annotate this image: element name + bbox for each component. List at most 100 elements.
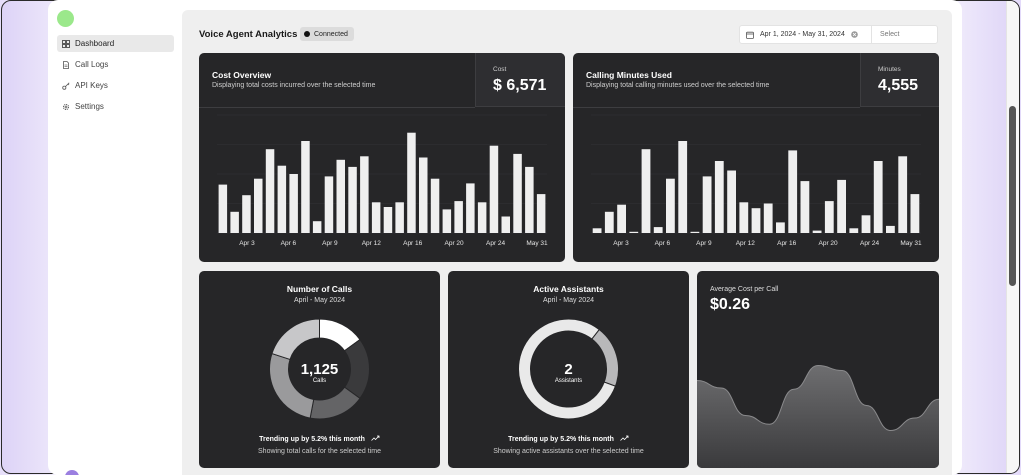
date-range-picker[interactable]: Apr 1, 2024 - May 31, 2024 Select [739, 25, 938, 44]
bar [419, 157, 428, 233]
stat-label: Minutes [878, 66, 901, 73]
trend-text: Trending up by 5.2% this month [448, 435, 689, 443]
gear-icon [62, 103, 70, 111]
area-fill [697, 365, 939, 468]
bar [230, 211, 239, 233]
calling-minutes-card: Calling Minutes Used Displaying total ca… [573, 53, 939, 262]
card-title: Number of Calls [286, 284, 353, 294]
bar [629, 231, 639, 233]
bar [277, 165, 287, 233]
tick-label: May 31 [526, 240, 548, 247]
active-assistants-card: Active Assistants April - May 2024 2 Ass… [448, 271, 689, 468]
key-icon [62, 82, 70, 90]
sidebar-item-label: Dashboard [75, 39, 115, 48]
area-line [697, 365, 939, 432]
tick-label: Apr 20 [819, 240, 839, 247]
scrollbar[interactable] [1009, 106, 1016, 286]
card-period: April - May 2024 [543, 297, 594, 304]
bar [800, 181, 810, 233]
minutes-bar-chart: Apr 3 Apr 6 Apr 9 Apr 12 Apr 16 Apr 20 Apr 24 M… [591, 114, 922, 247]
stat-value: 4,555 [878, 77, 919, 94]
dashboard-icon [62, 39, 70, 48]
donut-center-value: 1,125 [300, 361, 339, 378]
sidebar-item-label: Settings [75, 102, 104, 111]
bar [477, 202, 487, 233]
calls-donut-chart [269, 318, 370, 420]
bar [324, 176, 334, 233]
bar [702, 176, 712, 233]
bar [812, 230, 822, 233]
status-label: Connected [314, 30, 348, 38]
card-title: Average Cost per Call [710, 286, 779, 293]
tick-label: Apr 9 [696, 240, 712, 247]
tick-label: Apr 6 [655, 240, 671, 247]
date-range-button[interactable]: Apr 1, 2024 - May 31, 2024 [740, 26, 872, 43]
bar [525, 166, 534, 233]
bar [824, 201, 834, 233]
bar [489, 145, 499, 233]
cost-stat-box: Cost $ 6,571 [475, 53, 565, 107]
divider [573, 107, 860, 108]
date-range-text: Apr 1, 2024 - May 31, 2024 [760, 31, 845, 38]
bar [714, 161, 724, 233]
card-period: April - May 2024 [294, 297, 345, 304]
bar [360, 156, 369, 233]
bar [763, 203, 773, 233]
tick-label: Apr 20 [445, 240, 465, 247]
trend-label: Trending up by 5.2% this month [508, 436, 614, 443]
bar [312, 221, 322, 233]
card-title: Cost Overview [212, 70, 272, 80]
average-cost-card: Average Cost per Call $0.26 [697, 271, 939, 468]
bar [678, 141, 688, 233]
donut-slice [518, 318, 617, 420]
bar [861, 215, 871, 233]
divider [199, 107, 475, 108]
donut-center-label: Assistants [554, 378, 583, 384]
tick-label: Apr 16 [777, 240, 797, 247]
bar [837, 179, 846, 233]
number-of-calls-card: Number of Calls April - May 2024 1,125 C… [199, 271, 440, 468]
sidebar-item-api-keys[interactable]: API Keys [57, 77, 174, 94]
bar [641, 149, 651, 233]
trend-label: Trending up by 5.2% this month [259, 436, 365, 443]
bar [849, 228, 859, 233]
card-subtitle: Displaying total calling minutes used ov… [586, 82, 770, 89]
trend-text: Trending up by 5.2% this month [199, 435, 440, 443]
card-subtitle: Displaying total costs incurred over the… [212, 82, 376, 89]
bar [776, 222, 785, 233]
tick-label: Apr 12 [362, 240, 382, 247]
bar [336, 159, 345, 233]
bar [751, 208, 761, 233]
bar [289, 174, 298, 233]
cost-bar-chart: Apr 3 Apr 6 Apr 9 Apr 12 Apr 16 Apr 20 Apr 24 M… [217, 114, 548, 247]
select-dropdown[interactable]: Select [880, 31, 900, 38]
avg-cost-area-chart [697, 365, 939, 468]
sidebar-item-settings[interactable]: Settings [57, 98, 174, 115]
bar [430, 178, 440, 233]
bar [788, 150, 798, 233]
bar [301, 141, 310, 233]
minutes-stat-box: Minutes 4,555 [860, 53, 939, 107]
bar [348, 166, 357, 233]
tick-label: Apr 9 [322, 240, 338, 247]
bar [242, 195, 251, 233]
sidebar-item-call-logs[interactable]: Call Logs [57, 56, 174, 73]
tick-label: Apr 12 [736, 240, 756, 247]
bar [666, 178, 675, 233]
bar [407, 132, 416, 233]
logo [57, 10, 74, 27]
sidebar-nav: Dashboard Call Logs API Keys Settings [57, 35, 174, 119]
clear-date-icon[interactable] [851, 31, 858, 38]
sidebar-item-dashboard[interactable]: Dashboard [57, 35, 174, 52]
tick-label: Apr 24 [860, 240, 880, 247]
avatar[interactable] [65, 470, 79, 475]
card-title: Active Assistants [533, 284, 604, 294]
donut-center-value: 2 [564, 361, 573, 378]
status-dot-icon [304, 31, 310, 37]
donut-slice [271, 318, 320, 361]
assistants-donut-chart [518, 318, 619, 420]
bar [513, 153, 522, 233]
bar [653, 227, 663, 233]
cost-overview-card: Cost Overview Displaying total costs inc… [199, 53, 565, 262]
tick-label: Apr 6 [281, 240, 297, 247]
